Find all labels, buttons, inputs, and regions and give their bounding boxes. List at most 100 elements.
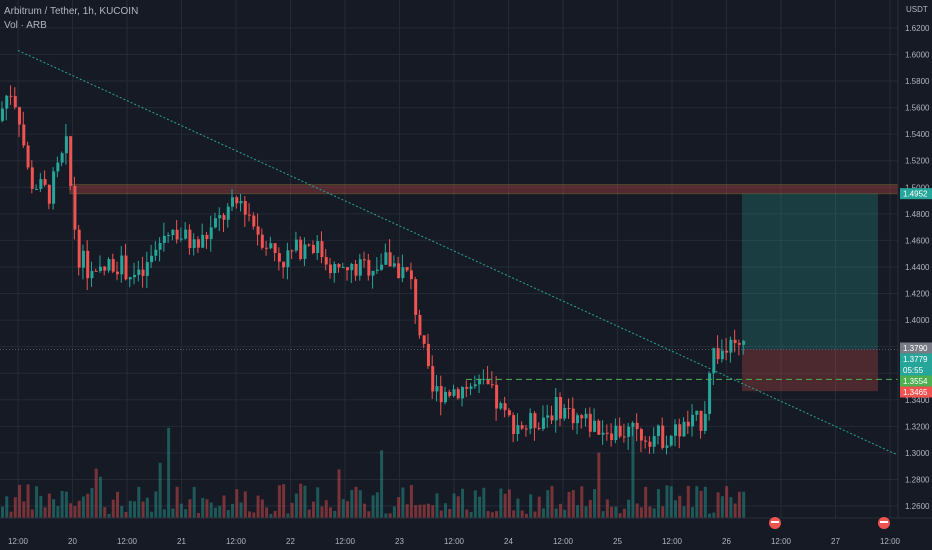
time-tick-label: 12:00 <box>8 537 29 546</box>
candle-body <box>635 422 639 430</box>
candle-body <box>192 239 196 249</box>
volume-bar <box>90 487 94 518</box>
candle-body <box>235 197 239 204</box>
candle-body <box>137 269 141 275</box>
symbol-header: Arbitrum / Tether, 1h, KUCOIN Vol · ARB <box>4 5 138 33</box>
volume-bar <box>107 513 111 518</box>
volume-bar <box>614 506 618 518</box>
volume-bar <box>554 508 558 518</box>
price-axis-unit: USDT <box>906 5 928 14</box>
volume-bar <box>409 484 413 518</box>
symbol-title[interactable]: Arbitrum / Tether, 1h, KUCOIN <box>4 6 139 17</box>
price-tick-label: 1.3200 <box>905 422 930 431</box>
candle-body <box>490 384 494 386</box>
volume-bar <box>661 506 665 518</box>
volume-bar <box>610 506 614 518</box>
volume-bar <box>401 487 405 518</box>
candle-body <box>265 247 269 249</box>
volume-bar <box>260 499 264 518</box>
candle-body <box>520 425 524 429</box>
candle-body <box>77 229 81 268</box>
volume-bar <box>380 450 384 518</box>
candle-body <box>294 239 298 251</box>
candle-body <box>5 95 9 109</box>
volume-bar <box>469 512 473 518</box>
candle-body <box>341 267 345 269</box>
volume-bar <box>737 491 741 518</box>
volume-bar <box>601 511 605 518</box>
candle-body <box>231 197 235 207</box>
candle-body <box>524 428 528 430</box>
price-tick-label: 1.4800 <box>905 210 930 219</box>
price-tag-label: 1.3554 <box>903 377 928 386</box>
volume-bar <box>22 501 26 518</box>
candle-body <box>47 184 51 204</box>
volume-bar <box>567 491 571 518</box>
volume-bar <box>222 495 226 518</box>
volume-bar <box>367 511 371 518</box>
candle-body <box>239 201 243 204</box>
volume-bar <box>350 490 354 518</box>
volume-bar <box>324 500 328 518</box>
volume-bar <box>448 508 452 518</box>
volume-bars <box>1 423 746 518</box>
candle-body <box>507 410 511 416</box>
volume-bar <box>699 490 703 518</box>
volume-bar <box>13 497 17 518</box>
alert-icon[interactable] <box>878 517 890 529</box>
candle-body <box>252 215 256 227</box>
volume-legend[interactable]: Vol · ARB <box>4 20 47 31</box>
candle-body <box>282 261 286 268</box>
candle-body <box>111 259 115 272</box>
price-tick-label: 1.2800 <box>905 475 930 484</box>
volume-bar <box>137 486 141 518</box>
volume-bar <box>171 508 175 518</box>
volume-bar <box>81 496 85 518</box>
candle-body <box>333 264 337 274</box>
volume-bar <box>226 510 230 518</box>
candle-body <box>678 424 682 437</box>
volume-bar <box>256 495 260 518</box>
candle-body <box>409 270 413 280</box>
chart-grid <box>0 0 898 518</box>
candle-body <box>567 407 571 409</box>
volume-bar <box>541 508 545 518</box>
candle-body <box>733 339 737 344</box>
volume-bar <box>473 490 477 518</box>
volume-bar <box>461 488 465 518</box>
candle-body <box>597 420 601 435</box>
volume-bar <box>669 486 673 518</box>
volume-bar <box>597 452 601 518</box>
volume-bar <box>248 511 252 518</box>
price-axis[interactable]: 1.26001.28001.30001.32001.34001.36001.38… <box>905 24 930 511</box>
candle-body <box>371 270 375 276</box>
volume-bar <box>60 491 64 518</box>
candle-body <box>86 250 90 279</box>
candle-body <box>311 244 315 253</box>
price-tick-label: 1.4400 <box>905 263 930 272</box>
candle-body <box>43 179 47 185</box>
time-tick-label: 12:00 <box>335 537 356 546</box>
volume-bar <box>644 486 648 518</box>
candle-body <box>350 263 354 271</box>
time-tick-label: 12:00 <box>226 537 247 546</box>
time-axis[interactable]: 12:00 20 12:00 21 12:00 22 12:00 23 12:00 24 12:00… <box>8 537 901 546</box>
volume-bar <box>5 496 9 518</box>
volume-bar <box>648 506 652 518</box>
volume-bar <box>94 468 98 518</box>
candle-body <box>201 234 205 248</box>
price-tag-label: 1.3779 <box>903 355 928 364</box>
candle-body <box>605 432 609 434</box>
alert-icon[interactable] <box>769 517 781 529</box>
candle-body <box>610 433 614 441</box>
volume-bar <box>678 495 682 518</box>
candle-body <box>703 413 707 431</box>
volume-bar <box>691 507 695 518</box>
volume-bar <box>320 506 324 518</box>
candle-body <box>248 214 252 216</box>
time-tick-label: 20 <box>68 537 77 546</box>
volume-bar <box>371 495 375 518</box>
candle-body <box>397 263 401 279</box>
candle-body <box>171 229 175 236</box>
